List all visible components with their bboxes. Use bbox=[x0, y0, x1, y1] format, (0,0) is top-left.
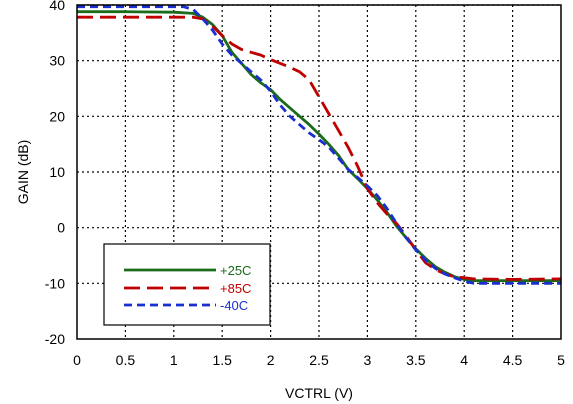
x-tick-label: 3.5 bbox=[406, 352, 426, 368]
y-axis-label: GAIN (dB) bbox=[15, 140, 31, 205]
x-tick-label: 1 bbox=[170, 352, 178, 368]
x-tick-label: 1.5 bbox=[212, 352, 232, 368]
x-tick-label: 2.5 bbox=[309, 352, 329, 368]
y-tick-label: 30 bbox=[49, 53, 65, 69]
series-lines bbox=[77, 5, 562, 285]
series-line-2 bbox=[77, 15, 562, 281]
tick-labels: 0 0.5 1 1.5 2 2.5 3 3.5 4 4.5 5 -20 -10 0 10 20 30 40 bbox=[45, 0, 565, 368]
x-tick-label: 2 bbox=[267, 352, 275, 368]
legend-box bbox=[103, 243, 271, 326]
x-tick-label: 4.5 bbox=[503, 352, 523, 368]
y-tick-label: -20 bbox=[45, 331, 65, 347]
y-tick-label: -10 bbox=[45, 275, 65, 291]
legend-label: -40C bbox=[220, 298, 248, 313]
x-tick-label: 3 bbox=[364, 352, 372, 368]
y-tick-label: 0 bbox=[57, 220, 65, 236]
y-tick-label: 10 bbox=[49, 164, 65, 180]
x-axis-label: VCTRL (V) bbox=[285, 385, 353, 401]
x-tick-label: 0 bbox=[73, 352, 81, 368]
y-tick-label: 20 bbox=[49, 108, 65, 124]
legend: +25C +85C -40C bbox=[103, 243, 271, 326]
x-tick-label: 0.5 bbox=[116, 352, 136, 368]
x-tick-label: 4 bbox=[460, 352, 468, 368]
legend-label: +85C bbox=[220, 281, 251, 296]
y-tick-label: 40 bbox=[49, 0, 65, 13]
series-line-3 bbox=[77, 5, 561, 285]
legend-label: +25C bbox=[220, 263, 251, 278]
x-tick-label: 5 bbox=[557, 352, 565, 368]
plot-frame bbox=[76, 4, 562, 340]
